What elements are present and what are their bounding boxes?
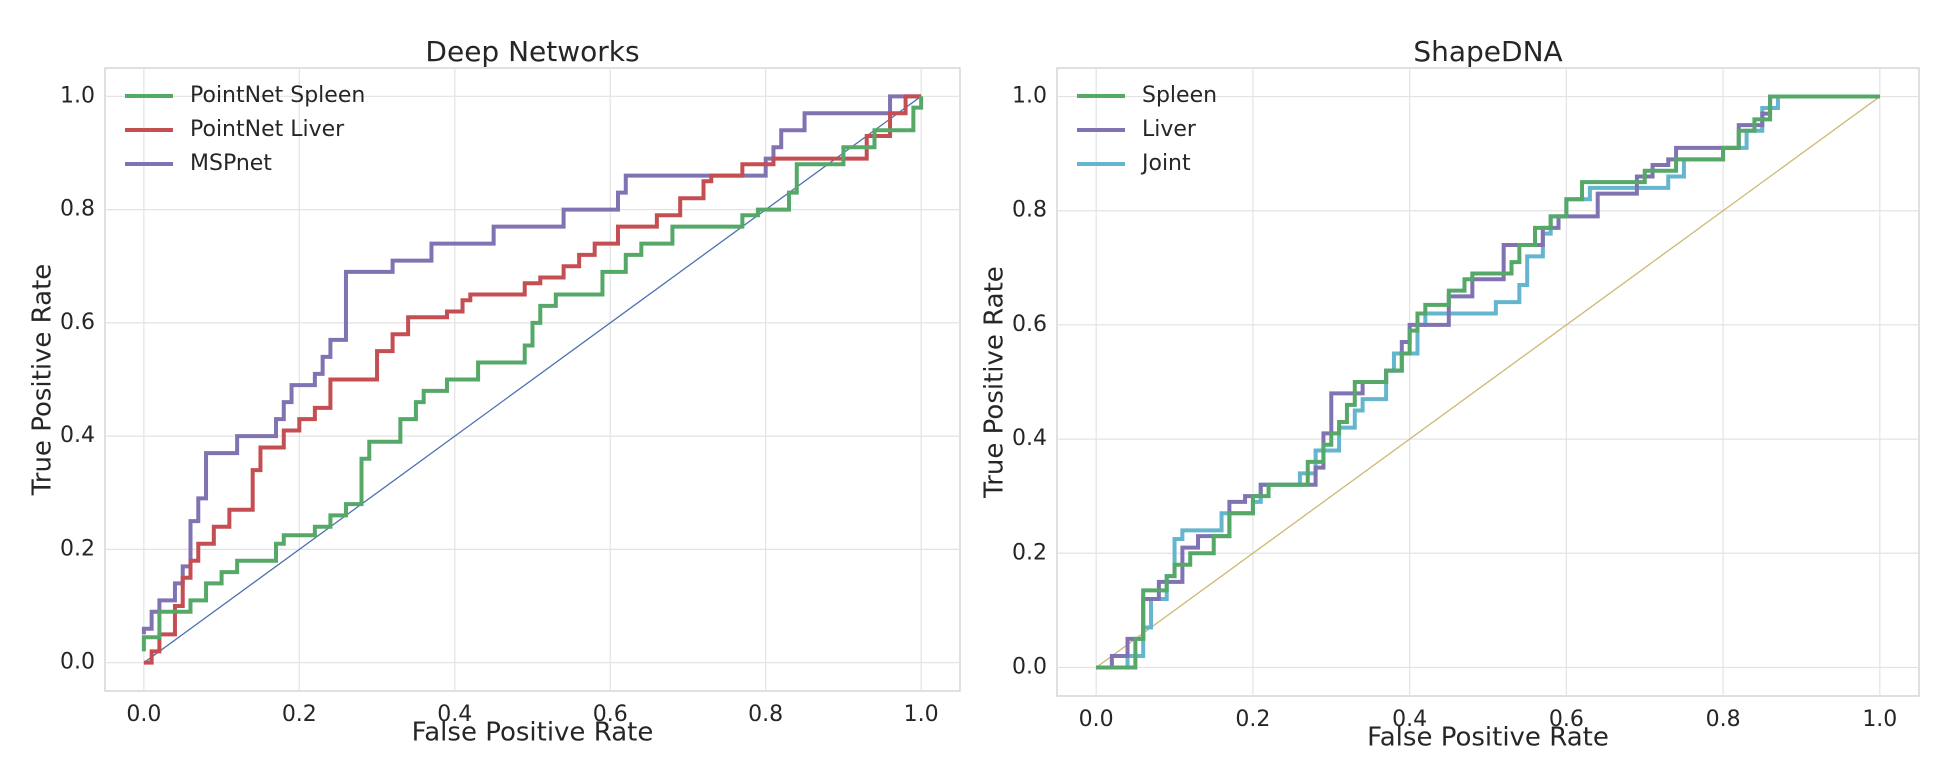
roc-curve <box>1096 94 1880 670</box>
y-tick-label: 0.6 <box>1012 312 1047 337</box>
y-tick-label: 1.0 <box>60 83 95 108</box>
x-tick-label: 0.4 <box>1392 707 1427 732</box>
legend-label: Spleen <box>1142 83 1217 108</box>
x-tick-label: 0.8 <box>748 702 783 727</box>
y-tick-label: 0.0 <box>1012 654 1047 679</box>
y-tick-label: 1.0 <box>1012 84 1047 109</box>
x-axis-label: False Positive Rate <box>412 718 654 748</box>
y-tick-label: 0.2 <box>60 536 95 561</box>
roc-curve <box>143 94 922 665</box>
legend-label: Liver <box>1142 117 1197 142</box>
x-tick-label: 0.0 <box>1079 707 1114 732</box>
x-tick-label: 0.0 <box>126 702 161 727</box>
x-tick-label: 0.6 <box>1549 707 1584 732</box>
chart: 0.0 0.2 0.4 0.6 0.8 1.0 0.0 0.2 0.4 0.6 0.8 1.0 Deep… <box>28 35 961 748</box>
x-tick-label: 0.6 <box>593 702 628 727</box>
chance-line <box>1095 96 1881 668</box>
roc-curve <box>141 96 924 652</box>
x-tick-label: 1.0 <box>1862 707 1897 732</box>
x-tick-label: 0.2 <box>282 702 317 727</box>
y-tick-label: 0.2 <box>1012 540 1047 565</box>
roc-curve <box>1096 94 1880 670</box>
x-axis-label: False Positive Rate <box>1367 723 1609 753</box>
y-tick-label: 0.6 <box>60 310 95 335</box>
roc-curve <box>141 94 922 635</box>
chart: 0.0 0.2 0.4 0.6 0.8 1.0 0.0 0.2 0.4 0.6 0.8 1.0 Shap… <box>980 35 1920 753</box>
x-tick-label: 0.2 <box>1235 707 1270 732</box>
x-tick-label: 1.0 <box>904 702 939 727</box>
legend-label: MSPnet <box>190 151 272 176</box>
legend-label: Joint <box>1140 151 1191 176</box>
x-tick-label: 0.4 <box>437 702 472 727</box>
y-tick-label: 0.8 <box>1012 198 1047 223</box>
y-tick-label: 0.0 <box>60 650 95 675</box>
y-axis-label: True Positive Rate <box>980 266 1010 499</box>
y-tick-label: 0.4 <box>60 423 95 448</box>
y-axis-label: True Positive Rate <box>28 264 58 497</box>
chart-title: Deep Networks <box>425 35 639 68</box>
y-tick-label: 0.8 <box>60 197 95 222</box>
y-tick-label: 0.4 <box>1012 426 1047 451</box>
chart-title: ShapeDNA <box>1413 35 1562 68</box>
legend-label: PointNet Spleen <box>190 83 365 108</box>
x-tick-label: 0.8 <box>1706 707 1741 732</box>
legend-label: PointNet Liver <box>190 117 345 142</box>
